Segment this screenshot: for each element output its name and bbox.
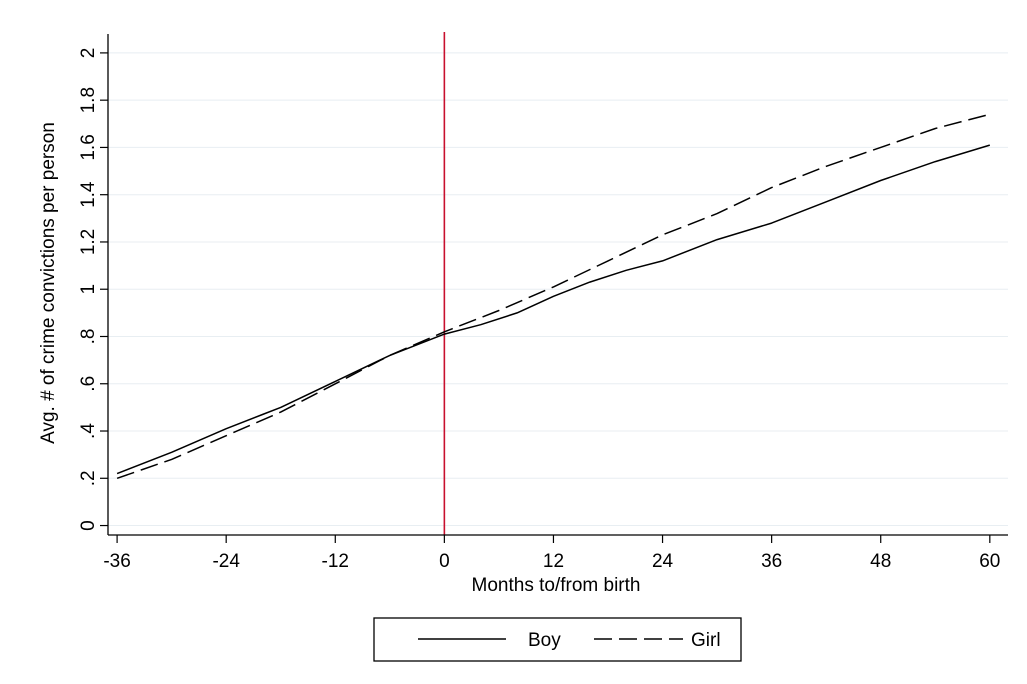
x-tick-label: -24 [212, 551, 240, 572]
x-tick-label: -12 [322, 551, 349, 572]
y-tick-label: .2 [78, 470, 99, 486]
x-tick-label: 48 [870, 551, 891, 572]
y-tick-label: 1.2 [78, 229, 99, 255]
x-tick-label: 60 [979, 551, 1000, 572]
y-tick-label: .4 [78, 423, 99, 439]
series-line-girl [116, 113, 990, 480]
y-tick-label: 1.4 [78, 181, 99, 208]
x-tick-label: -36 [103, 551, 130, 572]
legend: Boy Girl [373, 617, 742, 662]
x-axis-title: Months to/from birth [472, 575, 641, 596]
y-tick-label: .6 [78, 376, 99, 392]
y-tick-label: 0 [78, 520, 99, 531]
legend-label-girl: Girl [691, 630, 721, 651]
y-tick-label: .8 [78, 329, 99, 345]
y-tick-label: 1 [78, 284, 99, 295]
legend-label-boy: Boy [528, 630, 561, 651]
axis-layer: 0 .2 .4 .6 .8 1 1.2 1.4 1.6 1.8 2 -36 -24 -12 0 12 24 36 4… [78, 34, 1008, 572]
series-line-boy [116, 144, 991, 475]
x-tick-label: 0 [439, 551, 450, 572]
series-layer [116, 113, 991, 480]
y-tick-label: 1.6 [78, 134, 99, 160]
x-tick-label: 12 [543, 551, 564, 572]
y-tick-label: 1.8 [78, 87, 99, 113]
x-tick-label: 36 [761, 551, 782, 572]
y-tick-label: 2 [78, 48, 99, 59]
y-axis-title: Avg. # of crime convictions per person [38, 122, 59, 444]
x-tick-label: 24 [652, 551, 674, 572]
grid-layer [108, 52, 1008, 527]
